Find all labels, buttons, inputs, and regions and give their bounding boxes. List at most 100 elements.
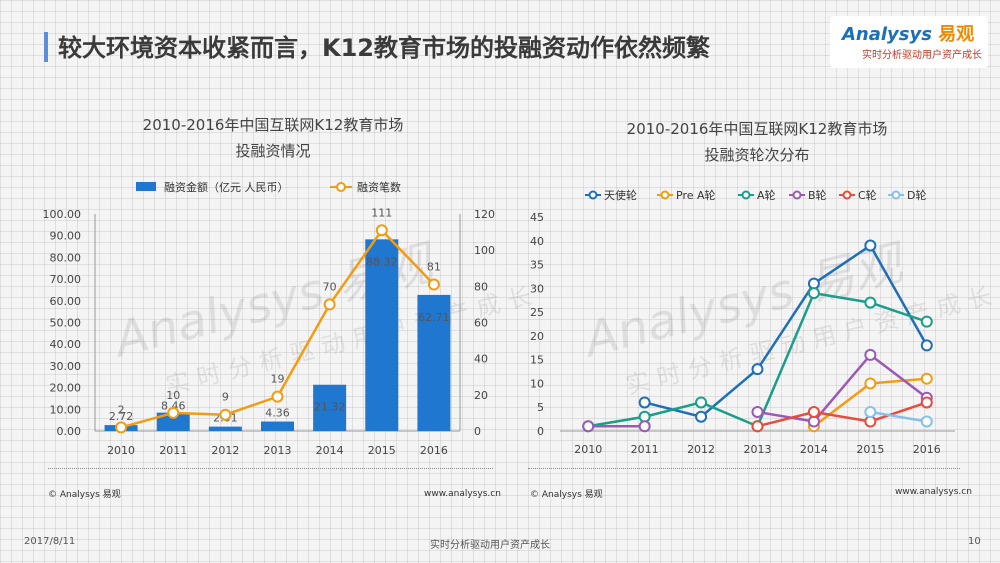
series-line	[757, 401, 928, 428]
left-y-tick-label: 80.00	[50, 251, 82, 264]
x-tick-label: 2013	[744, 443, 772, 456]
series-point	[864, 296, 877, 309]
right-y-tick-label: 60	[474, 317, 488, 330]
left-y-tick-label: 0.00	[57, 425, 82, 438]
legend-marker	[792, 190, 802, 200]
y-tick-label: 5	[537, 401, 544, 414]
footer-slogan: 实时分析驱动用户资产成长	[430, 540, 550, 551]
bar-value-label: 2.72	[109, 410, 134, 423]
legend-label: Pre A轮	[676, 188, 716, 202]
bar	[365, 239, 399, 431]
left-copyright: © Analysys 易观	[48, 490, 121, 500]
logo-brand: Analysys	[842, 24, 932, 45]
y-tick-label: 25	[530, 306, 544, 319]
bar	[417, 294, 451, 431]
deals-point	[323, 298, 336, 311]
legend-label: C轮	[858, 188, 877, 202]
page-title: 较大环境资本收紧而言，K12教育市场的投融资动作依然频繁	[58, 34, 710, 62]
deals-point	[375, 224, 388, 237]
bar-value-label: 62.71	[418, 311, 450, 324]
left-y-tick-label: 60.00	[50, 295, 82, 308]
legend-label: 天使轮	[604, 188, 637, 202]
bar	[208, 426, 242, 431]
series-point	[807, 405, 820, 418]
legend-line-label: 融资笔数	[357, 180, 401, 194]
y-tick-label: 40	[530, 235, 544, 248]
y-tick-label: 20	[530, 330, 544, 343]
left-separator	[48, 468, 493, 469]
series-point	[920, 396, 933, 409]
right-y-tick-label: 40	[474, 353, 488, 366]
series-point	[638, 420, 651, 433]
legend-marker	[741, 190, 751, 200]
y-tick-label: 45	[530, 211, 544, 224]
y-tick-label: 35	[530, 259, 544, 272]
logo-tagline: 实时分析驱动用户资产成长	[862, 50, 982, 61]
left-chart-title-line1: 2010-2016年中国互联网K12教育市场	[142, 116, 404, 134]
bar-value-label: 4.36	[265, 407, 290, 420]
y-tick-label: 10	[530, 377, 544, 390]
legend-label: D轮	[907, 188, 926, 202]
right-y-tick-label: 20	[474, 389, 488, 402]
series-line	[870, 410, 927, 423]
logo-brand-cn: 易观	[938, 24, 975, 45]
y-tick-label: 15	[530, 354, 544, 367]
series-point	[695, 396, 708, 409]
deals-value-label: 81	[427, 261, 441, 274]
series-point	[751, 420, 764, 433]
right-copyright: © Analysys 易观	[530, 490, 603, 500]
right-y-tick-label: 80	[474, 280, 488, 293]
legend-marker	[660, 190, 670, 200]
x-tick-label: 2016	[913, 443, 941, 456]
bar	[313, 384, 347, 431]
left-url: www.analysys.cn	[424, 489, 501, 499]
deals-point	[167, 406, 180, 419]
bar	[261, 421, 294, 431]
right-y-tick-label: 120	[474, 208, 495, 221]
right-chart-title: 2010-2016年中国互联网K12教育市场 投融资轮次分布	[582, 116, 932, 168]
analysys-logo: Analysys 易观 实时分析驱动用户资产成长	[830, 16, 988, 68]
legend-marker	[842, 190, 852, 200]
y-tick-label: 30	[530, 282, 544, 295]
x-tick-label: 2013	[264, 444, 292, 457]
x-tick-label: 2010	[107, 444, 135, 457]
series-line	[757, 353, 928, 423]
left-y-tick-label: 50.00	[50, 317, 82, 330]
series-point	[864, 415, 877, 428]
left-y-tick-label: 90.00	[50, 230, 82, 243]
left-y-tick-label: 10.00	[50, 403, 82, 416]
left-y-tick-label: 70.00	[50, 273, 82, 286]
bar-value-label: 8.46	[161, 400, 186, 413]
right-separator	[528, 468, 960, 469]
series-point	[864, 405, 877, 418]
x-tick-label: 2014	[316, 444, 344, 457]
deals-point	[115, 421, 128, 434]
deals-point	[271, 390, 284, 403]
series-point	[807, 277, 820, 290]
title-accent-bar	[44, 32, 48, 62]
right-y-tick-label: 0	[474, 425, 481, 438]
series-point	[751, 363, 764, 376]
series-point	[638, 410, 651, 423]
x-tick-label: 2011	[631, 443, 659, 456]
deals-value-label: 19	[271, 373, 285, 386]
right-chart-title-line2: 投融资轮次分布	[704, 146, 810, 164]
series-point	[864, 377, 877, 390]
legend-bar-swatch	[136, 182, 156, 191]
y-tick-label: 0	[537, 425, 544, 438]
series-point	[864, 239, 877, 252]
x-tick-label: 2010	[574, 443, 602, 456]
series-point	[920, 372, 933, 385]
deals-point	[427, 278, 440, 291]
series-point	[920, 315, 933, 328]
deals-value-label: 10	[166, 389, 180, 402]
bar-value-label: 21.32	[314, 401, 346, 414]
series-point	[920, 339, 933, 352]
series-point	[695, 410, 708, 423]
legend-bar-label: 融资金额（亿元 人民币）	[164, 180, 289, 194]
x-tick-label: 2011	[159, 444, 187, 457]
left-y-tick-label: 100.00	[43, 208, 82, 221]
series-point	[582, 420, 595, 433]
legend-label: B轮	[808, 188, 827, 202]
